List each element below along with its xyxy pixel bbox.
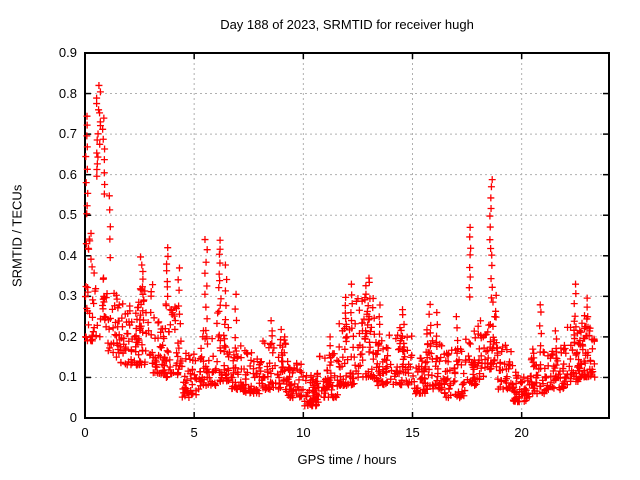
y-tick-label: 0.7 <box>58 126 77 142</box>
y-tick-label: 0.9 <box>58 45 77 60</box>
y-tick-label: 0.1 <box>58 369 77 385</box>
x-tick-label: 5 <box>190 425 198 440</box>
x-tick-label: 15 <box>405 425 420 440</box>
y-tick-label: 0.3 <box>58 288 77 304</box>
x-tick-label: 10 <box>296 425 311 440</box>
x-tick-label: 0 <box>81 425 89 440</box>
y-tick-label: 0 <box>69 410 77 425</box>
y-axis-label: SRMTID / TECUs <box>9 184 25 287</box>
chart-title: Day 188 of 2023, SRMTID for receiver hug… <box>220 17 474 32</box>
y-tick-label: 0.2 <box>58 328 77 344</box>
x-tick-label: 20 <box>514 425 529 440</box>
y-tick-label: 0.5 <box>58 207 77 223</box>
x-axis-label: GPS time / hours <box>297 452 397 467</box>
y-tick-label: 0.6 <box>58 166 77 182</box>
y-tick-label: 0.4 <box>58 247 77 263</box>
y-tick-label: 0.8 <box>58 85 77 101</box>
